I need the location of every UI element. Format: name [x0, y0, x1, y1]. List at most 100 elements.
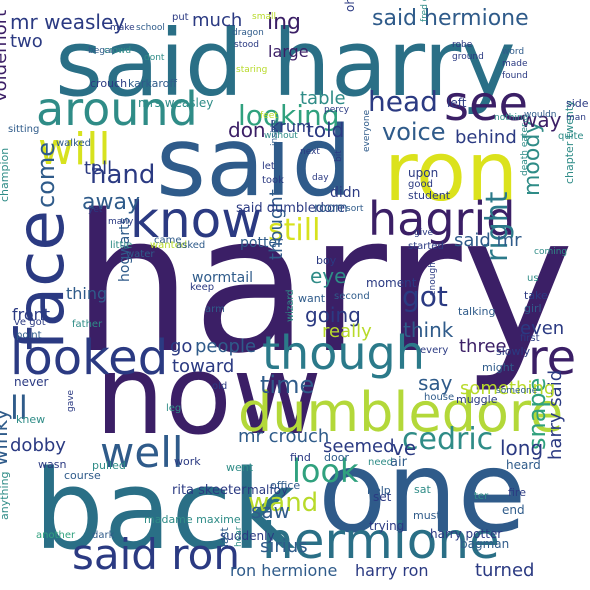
- word-cedric: cedric: [402, 422, 494, 457]
- word-fire: fire: [508, 486, 526, 499]
- word-ve: ve: [392, 436, 417, 460]
- word-look: look: [292, 452, 359, 490]
- word-hagrid: hagrid: [368, 192, 516, 246]
- word-percy: percy: [324, 105, 350, 115]
- word-every: every: [420, 345, 449, 356]
- word-two: two: [10, 31, 43, 52]
- word-school: school: [136, 23, 165, 33]
- word-many: many: [108, 217, 134, 227]
- word-walked: walked: [56, 138, 92, 149]
- word-father: father: [72, 319, 103, 330]
- word-harry-ron: harry ron: [355, 561, 429, 580]
- word-saw: saw: [251, 499, 291, 523]
- word-second: second: [334, 291, 370, 302]
- word-someone: someone: [496, 386, 538, 396]
- word-sat: sat: [414, 483, 431, 496]
- word-front: front: [12, 305, 51, 324]
- word-death-eater: death eater: [520, 123, 530, 176]
- word-inside: inside: [270, 119, 280, 146]
- word-really: really: [322, 321, 372, 342]
- word-yet: yet: [88, 205, 103, 215]
- word-wouldn: wouldn: [524, 110, 557, 120]
- word-let: let: [262, 161, 275, 172]
- word-think: think: [403, 318, 454, 342]
- word-hermione: hermione: [262, 512, 500, 570]
- word-help: help: [367, 484, 391, 497]
- word-need: need: [368, 457, 393, 468]
- word-madame-maxime: madame maxime: [144, 513, 241, 526]
- word-didn: didn: [330, 185, 361, 201]
- word-asked: asked: [176, 240, 206, 251]
- word-see: see: [444, 76, 529, 132]
- word-said-dumbledore: said dumbledore: [236, 201, 346, 216]
- word-said-hermione: said hermione: [372, 6, 529, 31]
- word-nothing: nothing: [494, 113, 529, 123]
- word-boy: boy: [316, 254, 337, 267]
- word-wasn: wasn: [38, 458, 67, 471]
- word-hear: hear: [234, 526, 244, 547]
- word-student: student: [408, 189, 451, 202]
- word-dont: dont: [144, 53, 165, 63]
- word-ron: ron: [384, 125, 519, 220]
- word-next: next: [300, 147, 320, 157]
- word-slowly: slowly: [496, 345, 531, 358]
- word-ll: ll: [10, 389, 28, 427]
- word-now: now: [95, 331, 322, 459]
- word-without: without: [264, 131, 298, 141]
- word-pulled: pulled: [92, 459, 126, 472]
- word-said: said: [156, 106, 353, 218]
- word-might: might: [482, 361, 515, 374]
- word-quite: quite: [558, 131, 584, 142]
- word-told: told: [306, 118, 345, 142]
- word-keep: keep: [190, 282, 215, 293]
- word-went: went: [226, 461, 254, 474]
- word-toward: toward: [172, 356, 235, 377]
- word-room: room: [314, 201, 348, 216]
- word-sitting: sitting: [8, 124, 40, 135]
- word-ground: ground: [452, 52, 484, 62]
- word-another: another: [36, 530, 76, 541]
- word-people: people: [195, 336, 257, 357]
- word-mr-weasley: mr weasley: [10, 10, 126, 34]
- word-rita-skeeter: rita skeeter: [172, 483, 247, 498]
- word-wanted: wanted: [150, 240, 188, 251]
- word-seemed: seemed: [323, 436, 395, 457]
- word-well: well: [100, 428, 184, 477]
- word-dark: dark: [92, 530, 115, 541]
- word-gave: gave: [66, 389, 76, 412]
- word-oh: oh: [343, 0, 357, 12]
- word-feet: feet: [260, 111, 278, 121]
- word-man: man: [566, 113, 586, 123]
- word-krum: krum: [270, 117, 312, 136]
- word-first: first: [520, 333, 540, 344]
- word-voice: voice: [382, 118, 446, 146]
- word-muggle: muggle: [456, 393, 498, 406]
- word-three: three: [459, 336, 507, 357]
- word-take: take: [524, 289, 548, 302]
- word-wormtail: wormtail: [192, 270, 254, 286]
- word-turned: turned: [475, 560, 535, 581]
- word-dumbledore: dumbledore: [238, 381, 564, 444]
- word-office: office: [270, 479, 301, 492]
- word-mrs-weasley: mrs weasley: [138, 96, 214, 110]
- word-behind: behind: [455, 127, 517, 148]
- word-find: find: [290, 451, 311, 464]
- word-found: found: [502, 71, 528, 81]
- word-never: never: [14, 375, 49, 389]
- word-come: come: [32, 141, 60, 208]
- word-don: don: [228, 118, 266, 142]
- word-end: end: [502, 503, 525, 517]
- word-ing: ing: [267, 10, 302, 35]
- word-say: say: [418, 371, 453, 395]
- word-work: work: [174, 455, 201, 468]
- word-looked: looked: [10, 330, 169, 386]
- word-everyone: everyone: [362, 109, 372, 152]
- word-harry: harry: [72, 174, 575, 395]
- word-coming: coming: [534, 247, 568, 257]
- word-left: left: [447, 96, 467, 110]
- word-will: will: [38, 124, 111, 175]
- word-girl: girl: [524, 302, 542, 315]
- word-something: something: [460, 378, 556, 399]
- word-made: made: [502, 59, 528, 69]
